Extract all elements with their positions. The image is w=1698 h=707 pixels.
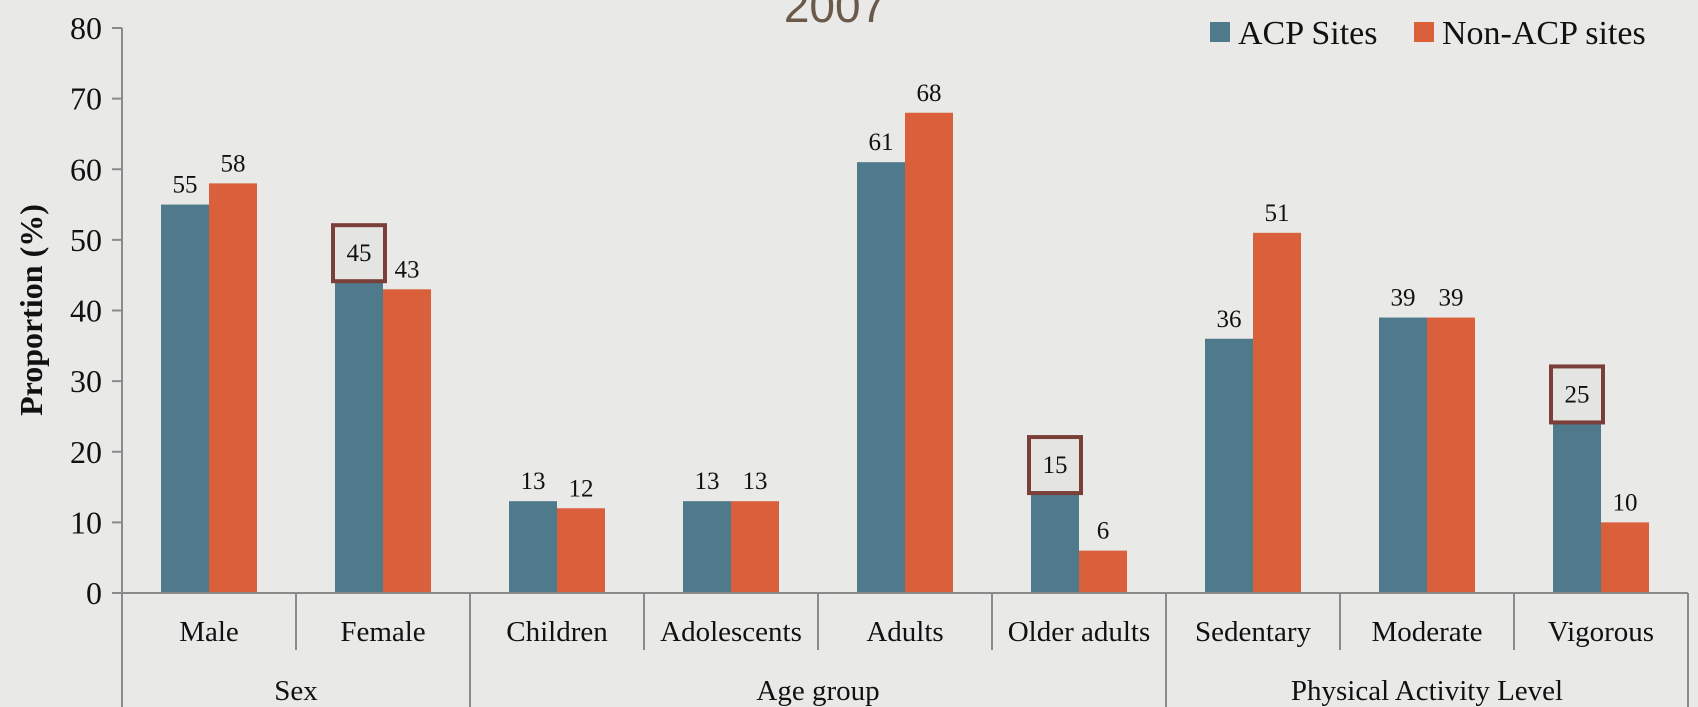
category-label: Older adults — [1008, 616, 1151, 648]
y-tick-label: 0 — [86, 575, 102, 611]
category-label: Sedentary — [1195, 616, 1311, 648]
bar-acp-children — [509, 501, 557, 593]
legend-label-acp: ACP Sites — [1238, 15, 1378, 52]
legend-label-non-acp: Non-ACP sites — [1442, 15, 1646, 52]
data-label: 10 — [1613, 489, 1638, 516]
category-label: Moderate — [1371, 616, 1482, 648]
category-label: Children — [506, 616, 608, 648]
bar-acp-vigorous — [1553, 416, 1601, 593]
bar-acp-moderate — [1379, 317, 1427, 593]
highlight-box — [1549, 364, 1605, 425]
bar-non-acp-moderate — [1427, 317, 1475, 593]
group-label: Physical Activity Level — [1291, 675, 1563, 707]
bar-acp-older-adults — [1031, 487, 1079, 593]
data-label: 51 — [1265, 200, 1290, 227]
bar-non-acp-older-adults — [1079, 550, 1127, 593]
category-label: Female — [340, 616, 425, 648]
y-tick-label: 50 — [70, 222, 102, 258]
chart-title: 2007 — [784, 0, 886, 32]
legend-swatch-acp — [1210, 22, 1230, 42]
data-label: 13 — [695, 468, 720, 495]
data-label: 58 — [221, 150, 246, 177]
data-label: 61 — [869, 129, 894, 156]
x-axis: Male Female Children Adolescents Adults Older… — [121, 592, 1689, 707]
data-label: 39 — [1391, 285, 1416, 312]
highlight-box — [331, 223, 387, 284]
y-tick-label: 30 — [70, 363, 102, 399]
data-label: 45 — [347, 240, 372, 267]
bars: 55 58 45 43 13 12 13 13 61 68 15 6 36 51 39 39 25 10 — [161, 80, 1649, 593]
data-label: 13 — [743, 468, 768, 495]
data-label: 15 — [1043, 452, 1068, 479]
bar-non-acp-sedentary — [1253, 232, 1301, 593]
y-tick-label: 80 — [70, 10, 102, 46]
category-label: Vigorous — [1548, 616, 1654, 648]
highlight-box — [1027, 435, 1083, 496]
y-axis-label: Proportion (%) — [13, 204, 49, 416]
group-label: Sex — [274, 675, 318, 707]
data-label: 55 — [173, 172, 198, 199]
bar-acp-adults — [857, 162, 905, 593]
category-label: Male — [179, 616, 239, 648]
data-label: 68 — [917, 80, 942, 107]
bar-non-acp-vigorous — [1601, 522, 1649, 593]
bar-acp-male — [161, 204, 209, 593]
data-label: 13 — [521, 468, 546, 495]
data-label: 43 — [395, 256, 420, 283]
data-label: 25 — [1565, 381, 1590, 408]
bar-non-acp-female — [383, 289, 431, 593]
y-tick-label: 20 — [70, 434, 102, 470]
bar-acp-adolescents — [683, 501, 731, 593]
bar-acp-female — [335, 275, 383, 593]
group-label: Age group — [756, 675, 879, 707]
y-tick-label: 70 — [70, 81, 102, 117]
data-label: 6 — [1097, 518, 1110, 545]
bar-acp-sedentary — [1205, 338, 1253, 593]
bar-non-acp-male — [209, 183, 257, 593]
legend-swatch-non-acp — [1414, 22, 1434, 42]
data-label: 12 — [569, 475, 594, 502]
y-tick-label: 10 — [70, 504, 102, 540]
bar-non-acp-children — [557, 508, 605, 593]
category-label: Adolescents — [660, 616, 802, 648]
bar-non-acp-adults — [905, 112, 953, 593]
legend: ACP Sites Non-ACP sites — [1210, 15, 1646, 52]
data-label: 36 — [1217, 306, 1242, 333]
category-label: Adults — [866, 616, 943, 648]
data-label: 39 — [1439, 285, 1464, 312]
y-tick-label: 40 — [70, 293, 102, 329]
bar-non-acp-adolescents — [731, 501, 779, 593]
y-tick-label: 60 — [70, 151, 102, 187]
y-axis: 0 10 20 30 40 50 60 70 80 — [70, 10, 123, 611]
